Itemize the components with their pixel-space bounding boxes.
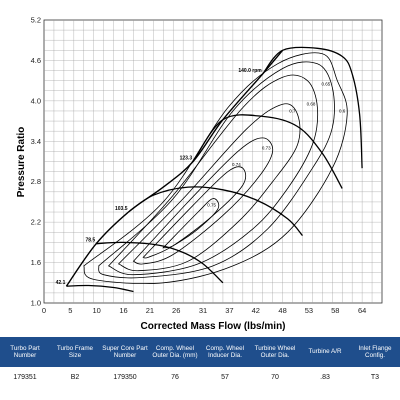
efficiency-label: 0.6 [339,108,346,113]
efficiency-island [117,103,301,272]
speed-label: 42.1 [56,280,66,286]
speed-label: 103.5 [115,206,128,212]
spec-header-cell: Turbo Part Number [0,337,50,367]
efficiency-island [142,166,247,259]
y-tick-label: 3.4 [31,137,41,146]
x-tick-label: 53 [305,306,313,315]
speed-line [96,241,224,284]
y-tick-label: 2.8 [31,177,41,186]
speed-label: 78.5 [85,238,95,244]
efficiency-label: 0.74 [232,162,241,167]
x-tick-label: 21 [146,306,154,315]
x-tick-label: 5 [68,306,72,315]
x-tick-label: 10 [93,306,101,315]
spec-cell: .83 [300,367,350,387]
x-tick-label: 37 [225,306,233,315]
x-tick-label: 16 [119,306,127,315]
efficiency-island [107,74,319,276]
grid-lines [44,20,382,303]
spec-header-cell: Turbine A/R [300,337,350,367]
speed-line [192,114,343,189]
efficiency-label: 0.73 [262,145,271,150]
y-tick-labels: 1.0 1.6 2.2 2.8 3.4 4.0 4.6 5.2 [31,16,41,308]
spec-cell: T3 [350,367,400,387]
spec-row: 179351 B2 179350 76 57 70.83 T3 [0,367,400,387]
y-tick-label: 1.6 [31,258,41,267]
surge-line [65,49,284,287]
x-tick-label: 48 [278,306,286,315]
spec-cell: 179351 [0,367,50,387]
spec-header-cell: Comp. Wheel Outer Dia. (mm) [150,337,200,367]
spec-header-row: Turbo Part Number Turbo Frame Size Super C… [0,337,400,367]
efficiency-label: 0.65 [322,81,331,86]
x-tick-labels: 0 5 10 16 21 26 31 37 42 48 53 58 64 [42,306,366,315]
spec-cell: 76 [150,367,200,387]
efficiency-island [132,137,274,265]
efficiency-label: 0.75 [207,203,216,208]
spec-header-cell: Inlet Flange Config. [350,337,400,367]
speed-label: 140.0 rpm [238,68,262,74]
spec-header-cell: Turbo Frame Size [50,337,100,367]
spec-table: Turbo Part Number Turbo Frame Size Super C… [0,337,400,387]
x-tick-label: 0 [42,306,46,315]
x-tick-label: 31 [199,306,207,315]
x-axis-label: Corrected Mass Flow (lbs/min) [140,321,285,332]
spec-body: 179351 B2 179350 76 57 70.83 T3 [0,367,400,387]
compressor-map: 0.6 0.65 0.68 0.7 0.73 0.74 0.75 42.1 78.5 103.5… [16,16,383,332]
y-tick-label: 4.0 [31,96,41,105]
surge-line-group [65,49,284,287]
speed-line [66,284,134,293]
y-tick-label: 4.6 [31,56,41,65]
y-tick-label: 1.0 [31,299,41,308]
x-tick-label: 58 [331,306,339,315]
speed-line [128,186,303,237]
spec-header-cell: Super Core Part Number [100,337,150,367]
y-tick-label: 2.2 [31,218,41,227]
efficiency-island [98,61,335,279]
spec-cell: 179350 [100,367,150,387]
x-tick-label: 64 [358,306,366,315]
spec-header-cell: Turbine Wheel Outer Dia. [250,337,300,367]
speed-label: 123.3 [180,156,193,162]
spec-cell: 57 [200,367,250,387]
spec-header-cell: Comp. Wheel Inducer Dia. [200,337,250,367]
turbo-spec-table: Turbo Part Number Turbo Frame Size Super C… [0,337,400,400]
spec-cell: 70 [250,367,300,387]
x-tick-label: 42 [252,306,260,315]
y-tick-label: 5.2 [31,16,41,25]
efficiency-island [162,198,220,249]
efficiency-label: 0.68 [307,102,316,107]
y-axis-label: Pressure Ratio [16,127,27,198]
x-tick-label: 26 [172,306,180,315]
spec-cell: B2 [50,367,100,387]
efficiency-label: 0.7 [289,108,296,113]
